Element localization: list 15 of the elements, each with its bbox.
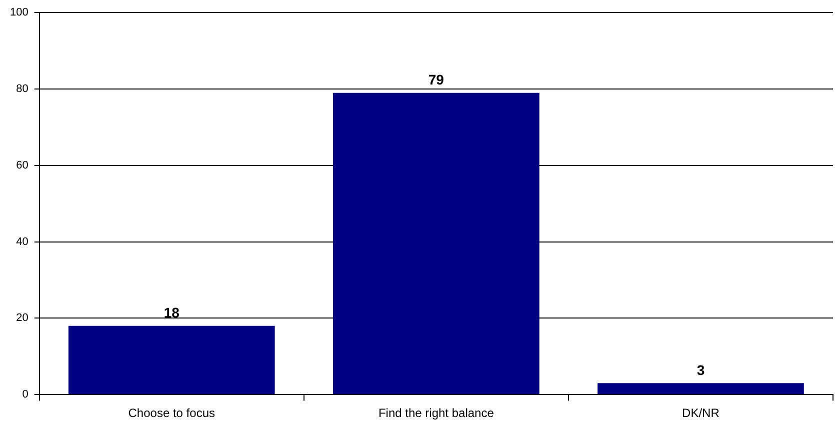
bar [333,92,540,394]
y-tick-label: 0 [22,388,28,401]
data-label: 18 [164,304,180,321]
bar [598,383,804,394]
y-tick-label: 80 [16,83,28,96]
y-tick-label: 100 [10,6,28,19]
y-tick-label: 20 [16,312,28,324]
x-tick-label: Choose to focus [128,406,215,420]
bar [68,326,275,394]
x-tick-label: DK/NR [682,406,720,420]
data-label: 79 [428,72,444,88]
y-tick-label: 40 [16,236,28,248]
y-tick-label: 60 [16,159,28,172]
data-label: 3 [696,362,705,378]
x-tick-label: Find the right balance [378,406,494,420]
